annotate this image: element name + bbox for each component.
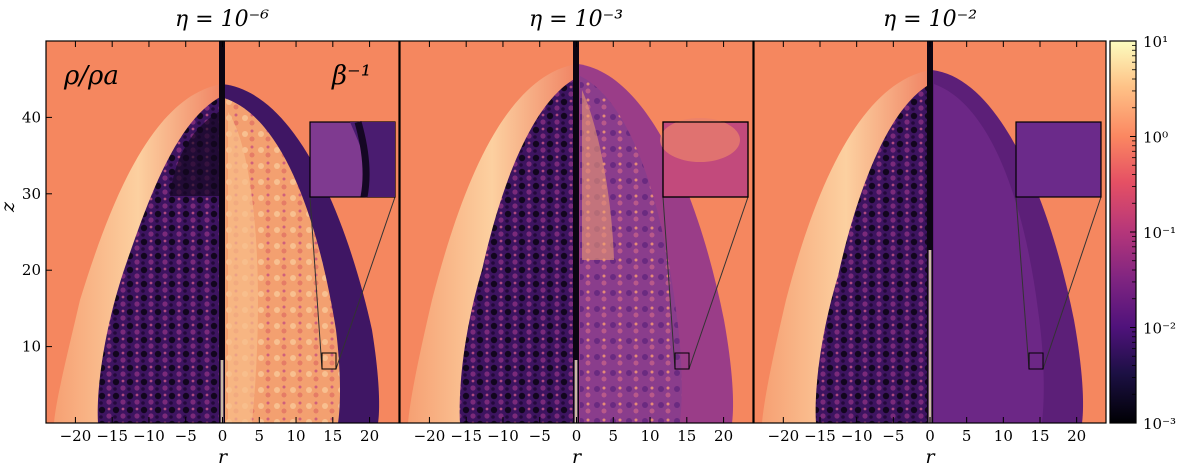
y-tick-label: 30 [22, 185, 41, 203]
colorbar-ticks: 10¹ 10⁰ 10⁻¹ 10⁻² 10⁻³ [1130, 33, 1176, 433]
x-axis-label: r [572, 446, 583, 468]
x-tick-label: −20 [60, 427, 92, 445]
x-tick-label: 15 [677, 427, 696, 445]
colorbar: 10¹ 10⁰ 10⁻¹ 10⁻² 10⁻³ [1109, 33, 1176, 433]
y-axis-label: z [0, 201, 19, 213]
x-tick-label: −5 [882, 427, 904, 445]
x-tick-label: −20 [768, 427, 800, 445]
colorbar-tick-label: 10⁻³ [1143, 415, 1176, 433]
x-tick-label: 5 [254, 427, 264, 445]
x-tick-label: 0 [572, 427, 582, 445]
y-tick-label: 20 [22, 261, 41, 279]
panel-2-title: η = 10⁻³ [529, 7, 623, 32]
x-axis-label: r [925, 446, 936, 468]
x-tick-label: 0 [925, 427, 935, 445]
x-tick-label: −10 [487, 427, 519, 445]
x-tick-label: 20 [360, 427, 379, 445]
x-axis-label: r [218, 446, 229, 468]
density-label: ρ/ρa [63, 61, 119, 91]
x-tick-label: 15 [323, 427, 342, 445]
x-tick-label: 10 [640, 427, 659, 445]
y-tick-label: 40 [22, 108, 41, 126]
colorbar-tick-label: 10⁻² [1143, 320, 1176, 338]
panel-2-inset [660, 118, 749, 370]
panel-eta-1e-2 [753, 40, 1107, 424]
panel-3-title: η = 10⁻² [883, 7, 977, 32]
panel-1-inset [309, 121, 396, 370]
x-tick-label: 15 [1030, 427, 1049, 445]
panel-3-inset [1015, 121, 1102, 370]
x-tick-label: 5 [962, 427, 972, 445]
x-tick-label: −20 [414, 427, 446, 445]
x-tick-label: 5 [608, 427, 618, 445]
colorbar-tick-label: 10¹ [1143, 33, 1168, 51]
x-tick-label: 0 [218, 427, 228, 445]
x-tick-label: −15 [804, 427, 836, 445]
panel-1-title: η = 10⁻⁶ [175, 7, 269, 32]
axes-layer: −20−15−10−505101520r10203040z−20−15−10−5… [0, 41, 1086, 468]
x-tick-label: −10 [841, 427, 873, 445]
inverse-beta-label: β⁻¹ [331, 61, 371, 91]
x-tick-label: 10 [994, 427, 1013, 445]
x-tick-label: −15 [96, 427, 128, 445]
y-tick-label: 10 [22, 338, 41, 356]
x-tick-label: 20 [714, 427, 733, 445]
panel-eta-1e-6 [45, 40, 400, 424]
x-tick-label: −10 [133, 427, 165, 445]
x-tick-label: 10 [286, 427, 305, 445]
x-tick-label: 20 [1067, 427, 1086, 445]
x-tick-label: −5 [175, 427, 197, 445]
x-tick-label: −15 [450, 427, 482, 445]
panel-eta-1e-3 [399, 40, 754, 424]
colorbar-tick-label: 10⁻¹ [1143, 224, 1176, 242]
x-tick-label: −5 [529, 427, 551, 445]
colorbar-tick-label: 10⁰ [1143, 129, 1168, 147]
